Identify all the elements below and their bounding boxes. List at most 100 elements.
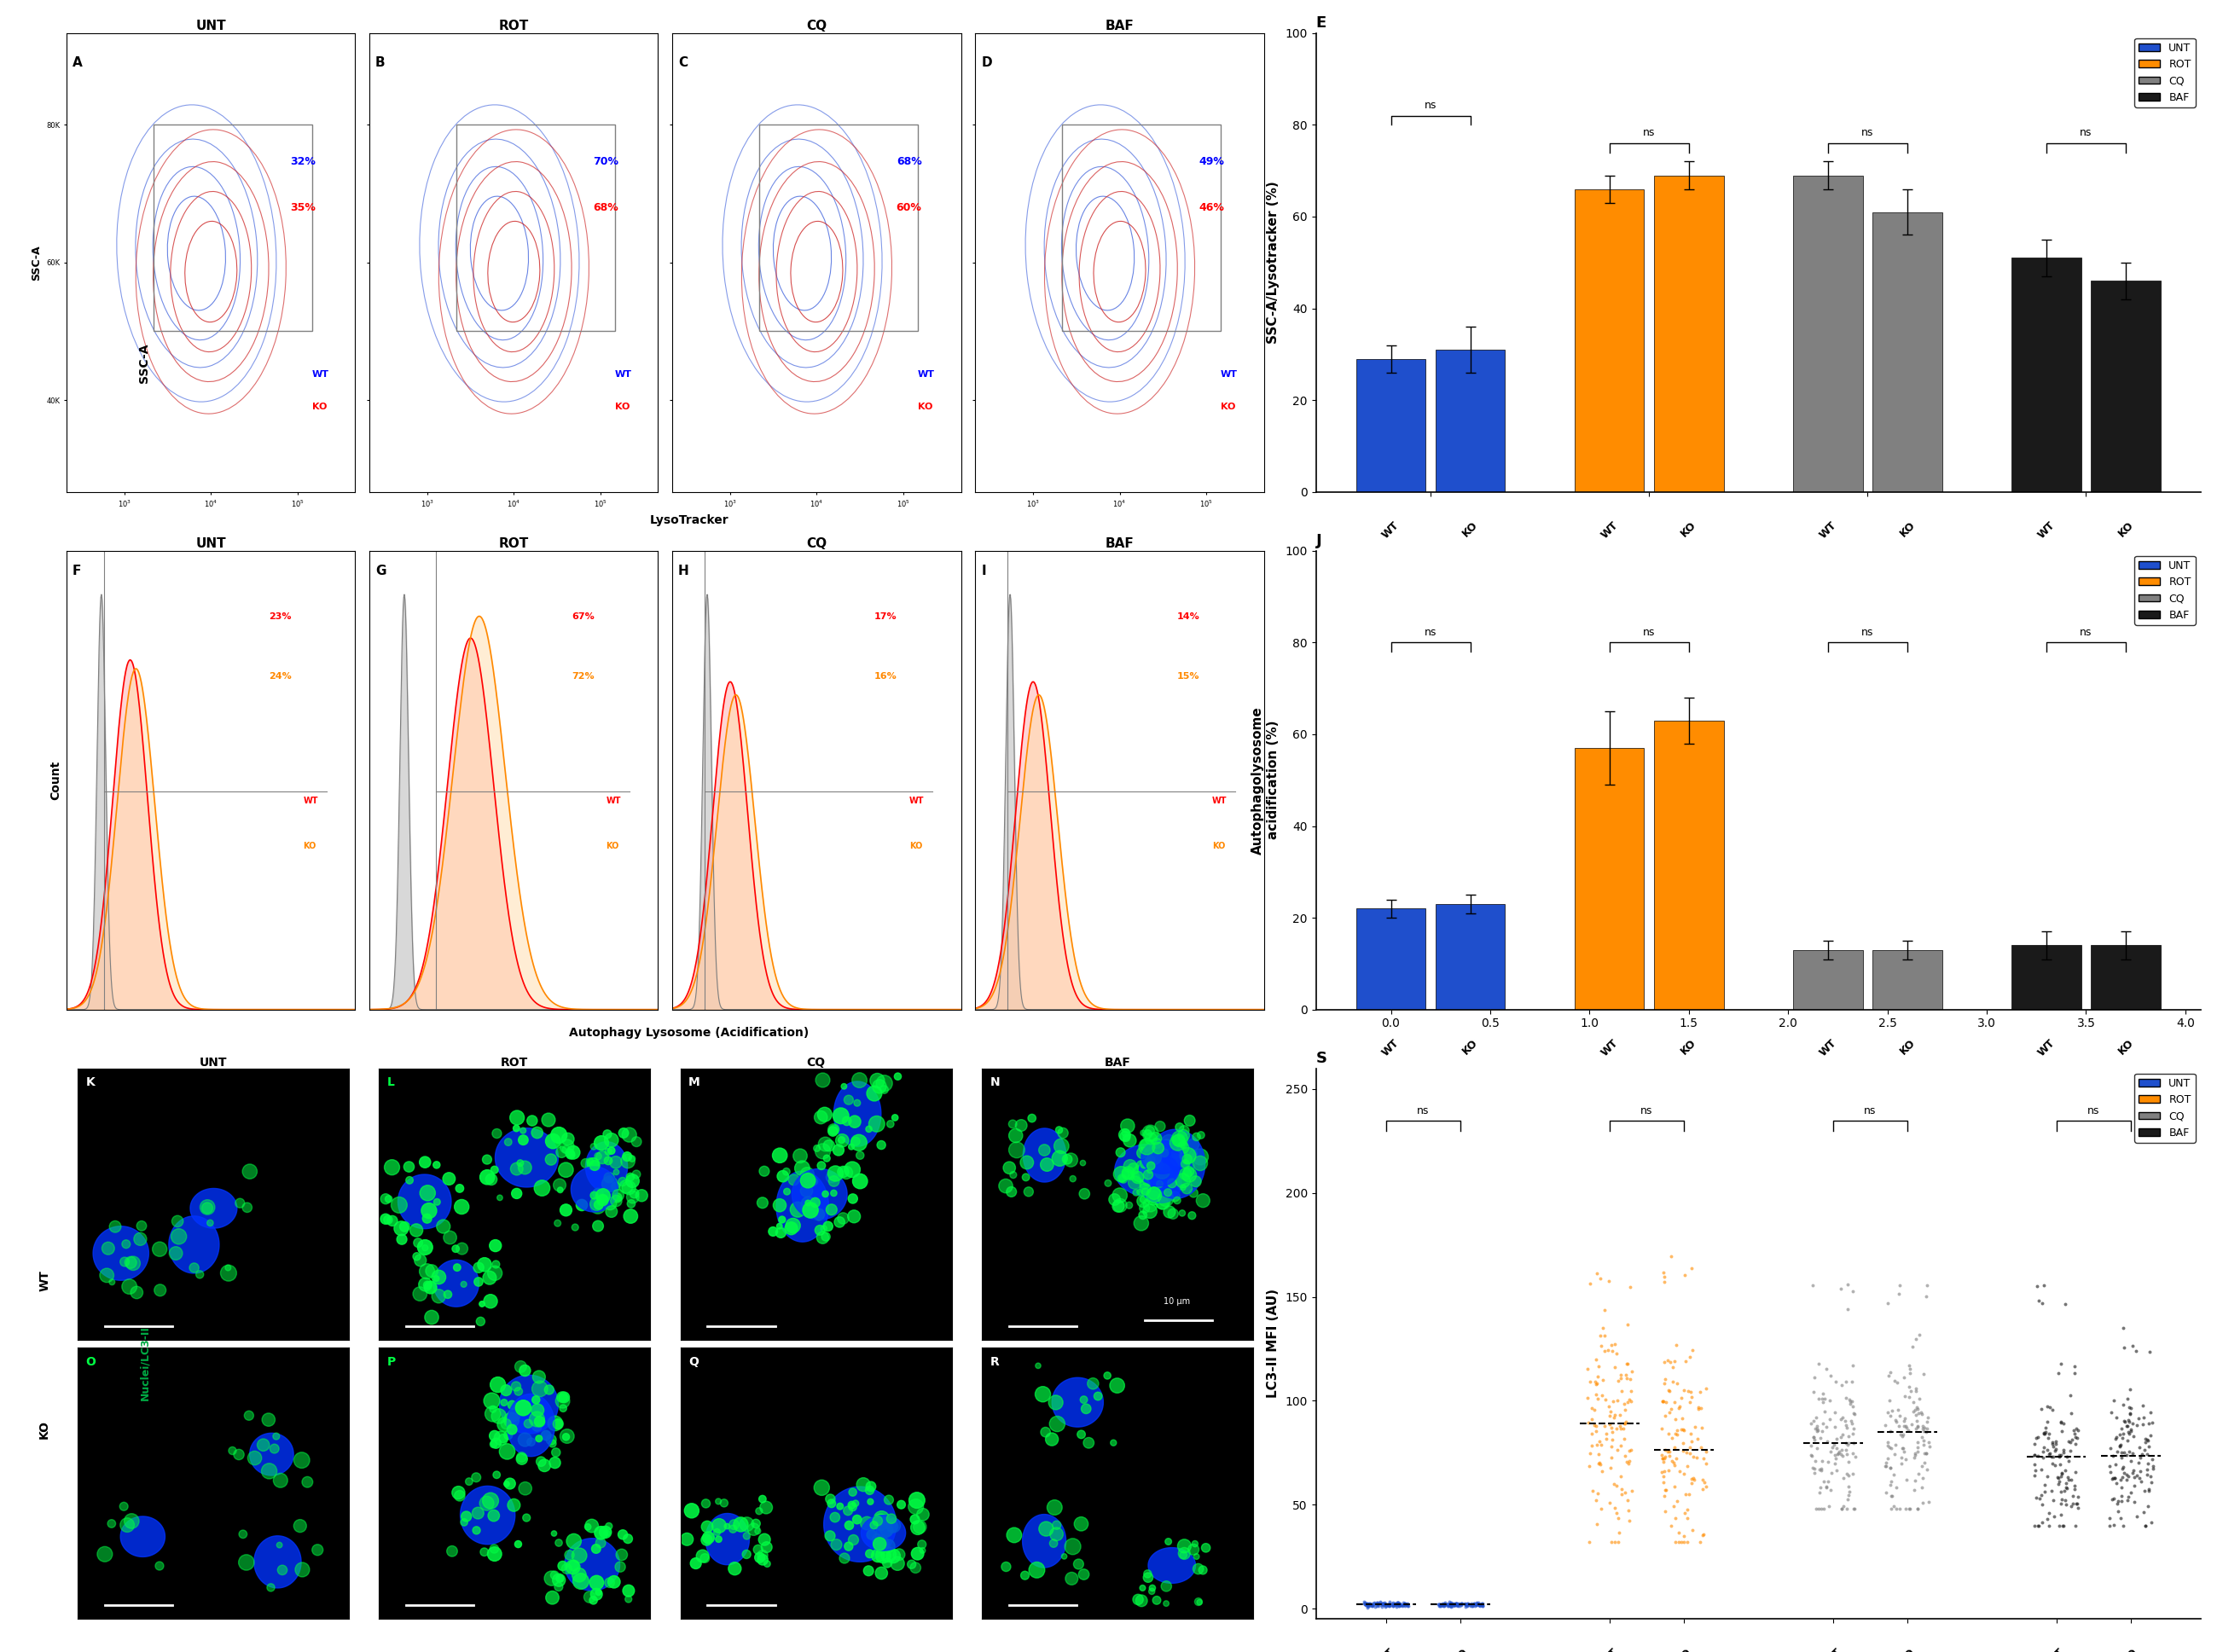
Circle shape [413,1254,427,1267]
Bar [1872,950,1943,1009]
Point [2103,1421,2139,1447]
Circle shape [569,1561,578,1571]
Point [1669,1454,1705,1480]
Point [1898,1408,1934,1434]
Circle shape [1154,1163,1169,1180]
Point [2045,1411,2081,1437]
Point [1432,1591,1467,1617]
Point [1378,1594,1414,1621]
Point [1823,1371,1858,1398]
Circle shape [554,1583,562,1591]
Point [2103,1431,2139,1457]
Point [1667,1348,1703,1374]
Point [1836,1495,1872,1521]
Circle shape [491,1409,507,1424]
Point [1685,1446,1721,1472]
Circle shape [196,1270,205,1279]
Circle shape [1112,1441,1116,1446]
Point [1583,1431,1618,1457]
Point [1578,1381,1614,1408]
Point [1594,1338,1629,1365]
Point [1354,1593,1389,1619]
Point [2112,1394,2147,1421]
Circle shape [554,1419,562,1429]
Point [1901,1412,1936,1439]
Circle shape [1040,1158,1054,1171]
Circle shape [1123,1166,1134,1180]
Point [1612,1274,1647,1300]
Point [1910,1416,1945,1442]
Circle shape [1200,1543,1209,1553]
Point [1903,1474,1938,1500]
Point [1823,1424,1858,1450]
Circle shape [851,1135,867,1151]
Circle shape [1087,1378,1098,1389]
Point [1596,1470,1632,1497]
Point [1587,1412,1623,1439]
Circle shape [1172,1155,1183,1166]
Circle shape [827,1123,840,1135]
Point [1427,1593,1463,1619]
Point [2023,1482,2058,1508]
Circle shape [380,1194,391,1204]
Point [1376,1591,1412,1617]
Polygon shape [249,1432,293,1475]
Circle shape [1156,1122,1165,1132]
Circle shape [1078,1569,1089,1579]
Point [1656,1389,1692,1416]
Point [1358,1589,1394,1616]
Text: ns: ns [1425,626,1436,638]
Point [1603,1361,1638,1388]
Point [1363,1589,1398,1616]
Circle shape [758,1555,767,1564]
Point [1825,1465,1861,1492]
Circle shape [505,1138,511,1146]
Point [1867,1452,1903,1479]
Point [1647,1498,1683,1525]
Circle shape [1143,1130,1152,1138]
Title: ROT: ROT [498,20,529,31]
Point [1434,1594,1469,1621]
Circle shape [1145,1158,1152,1165]
Polygon shape [1114,1145,1180,1196]
Point [2099,1424,2134,1450]
Point [2132,1432,2167,1459]
Circle shape [500,1384,511,1396]
Circle shape [1080,1160,1085,1166]
Point [2103,1432,2139,1459]
Circle shape [1147,1186,1160,1199]
Circle shape [520,1128,527,1133]
Circle shape [1187,1211,1196,1219]
Point [2061,1490,2096,1517]
Circle shape [918,1540,927,1548]
Circle shape [413,1239,422,1247]
Circle shape [547,1434,556,1446]
Circle shape [534,1180,549,1196]
Point [1663,1384,1698,1411]
Point [1429,1593,1465,1619]
Y-axis label: SSC-A/Lysotracker (%): SSC-A/Lysotracker (%) [1267,182,1278,344]
Point [1807,1398,1843,1424]
Text: R: R [989,1356,998,1368]
Circle shape [1194,1597,1203,1606]
Point [1807,1386,1843,1412]
Point [1656,1452,1692,1479]
Circle shape [1158,1166,1174,1181]
Point [1658,1528,1694,1555]
Point [1367,1591,1403,1617]
Bar [1794,950,1863,1009]
Text: KO: KO [302,843,316,851]
Point [1383,1593,1418,1619]
Circle shape [409,1224,422,1237]
Point [1883,1450,1918,1477]
Circle shape [156,1561,165,1569]
Point [1607,1411,1643,1437]
Circle shape [1180,1140,1187,1148]
Point [1887,1406,1923,1432]
Point [1649,1477,1685,1503]
Text: WT: WT [1376,1645,1396,1652]
Circle shape [854,1100,860,1107]
Circle shape [494,1431,509,1446]
Circle shape [1049,1396,1063,1409]
Polygon shape [120,1517,165,1556]
